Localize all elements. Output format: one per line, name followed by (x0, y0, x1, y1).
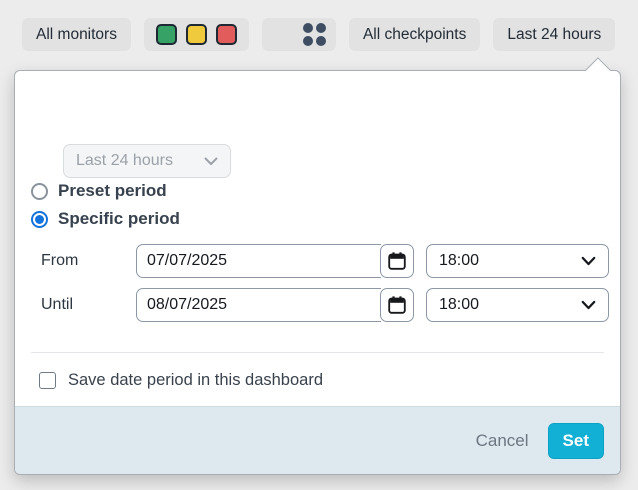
preset-period-select-value: Last 24 hours (76, 152, 173, 169)
preset-period-select: Last 24 hours (63, 144, 231, 178)
checkpoints-filter-button[interactable]: All checkpoints (348, 18, 481, 51)
until-label: Until (41, 296, 74, 313)
cancel-button[interactable]: Cancel (475, 430, 529, 450)
chevron-down-icon (204, 157, 218, 165)
save-period-checkbox[interactable] (39, 372, 56, 389)
calendar-icon (388, 252, 406, 270)
status-down-icon[interactable] (215, 24, 237, 45)
until-row: Until 18:00 (41, 288, 609, 322)
popup-caret (585, 57, 611, 83)
layout-grid-button[interactable] (261, 18, 336, 51)
preset-period-label: Preset period (58, 181, 167, 200)
chevron-down-icon (581, 256, 596, 266)
save-period-option[interactable]: Save date period in this dashboard (39, 371, 323, 390)
save-period-label: Save date period in this dashboard (68, 371, 324, 389)
calendar-icon (388, 296, 406, 314)
from-time-select[interactable]: 18:00 (426, 244, 609, 278)
until-calendar-button[interactable] (380, 288, 414, 322)
divider (31, 352, 604, 353)
until-date-input[interactable] (136, 288, 381, 322)
until-time-select[interactable]: 18:00 (426, 288, 609, 322)
monitors-filter-button[interactable]: All monitors (22, 18, 131, 51)
from-label: From (41, 252, 79, 269)
grid-dots-icon (302, 23, 326, 46)
from-time-value: 18:00 (439, 252, 480, 269)
status-filter-button[interactable] (143, 18, 249, 51)
specific-period-radio[interactable] (31, 210, 48, 228)
status-warning-icon[interactable] (185, 24, 207, 45)
dashboard-filter-toolbar: All monitors All checkpoints Last 24 hou… (22, 18, 616, 51)
from-row: From 18:00 (41, 244, 609, 278)
from-date-group (136, 244, 414, 278)
chevron-down-icon (581, 300, 596, 310)
period-filter-button[interactable]: Last 24 hours (493, 18, 616, 51)
from-date-input[interactable] (136, 244, 381, 278)
date-period-popup: Preset period Last 24 hours Specific per… (14, 57, 621, 475)
set-button[interactable]: Set (547, 422, 604, 459)
specific-period-option[interactable]: Specific period (31, 209, 180, 229)
specific-period-label: Specific period (58, 209, 180, 228)
status-up-icon[interactable] (155, 24, 177, 45)
preset-period-option[interactable]: Preset period (31, 181, 167, 201)
until-time-value: 18:00 (439, 296, 480, 313)
preset-period-radio[interactable] (31, 182, 48, 200)
from-calendar-button[interactable] (380, 244, 414, 278)
popup-footer: Cancel Set (15, 406, 620, 474)
until-date-group (136, 288, 414, 322)
